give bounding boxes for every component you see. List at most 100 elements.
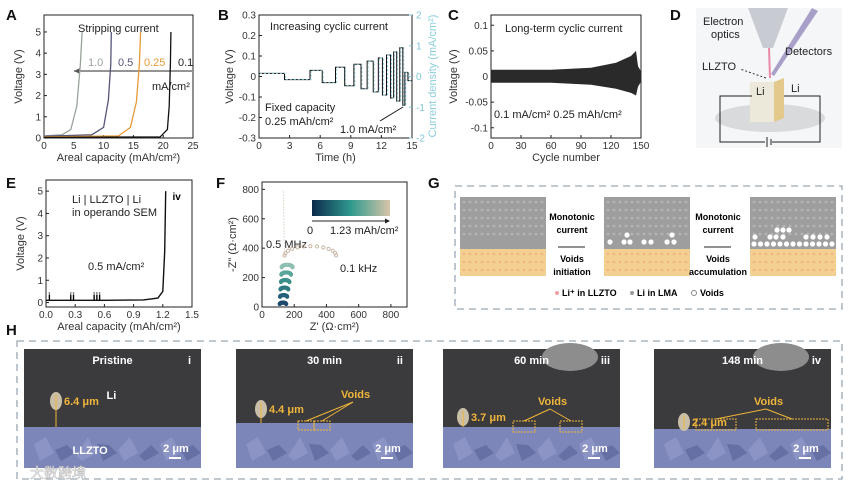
li-atom — [684, 224, 688, 228]
y-tick-label: -0.3 — [239, 134, 257, 145]
li-ion — [806, 268, 810, 272]
y-tick-label: 1 — [37, 276, 43, 287]
x-tick-label: 0.9 — [127, 310, 141, 321]
voids-label: Voids — [341, 389, 370, 401]
grain — [309, 444, 329, 461]
li-atom — [666, 224, 670, 228]
li-ion — [764, 252, 768, 256]
x-tick-label: 0.0 — [39, 310, 53, 321]
li-atom — [812, 224, 816, 228]
voids-label: Voids — [538, 396, 567, 408]
li-ion — [630, 260, 634, 264]
li-atom — [648, 224, 652, 228]
li-ion — [776, 268, 780, 272]
li-ion — [492, 260, 496, 264]
li-atom — [678, 224, 682, 228]
li-atom — [636, 232, 640, 236]
li-ion — [800, 260, 804, 264]
d-detectors-label: Detectors — [785, 46, 833, 58]
x-tick-label: 15 — [406, 141, 418, 152]
li-ion — [666, 260, 670, 264]
li-atom — [624, 200, 628, 204]
circuit-wire-right — [772, 95, 821, 143]
li-atom — [776, 208, 780, 212]
grain — [160, 437, 180, 461]
li-atom — [510, 200, 514, 204]
void-arrow — [765, 408, 793, 420]
li-ion — [654, 260, 658, 264]
li-atom — [504, 216, 508, 220]
colorbar-arrowhead — [385, 218, 390, 224]
li-atom — [534, 208, 538, 212]
nyquist-point — [290, 265, 295, 270]
li-ion — [516, 260, 520, 264]
li-ion — [672, 260, 676, 264]
g-step2-mid: current — [702, 225, 733, 235]
e-note: 0.5 mA/cm² — [88, 261, 145, 273]
scale-bar — [588, 457, 600, 459]
y-axis-label: Voltage (V) — [448, 49, 460, 103]
y-axis-label: Voltage (V) — [15, 216, 27, 270]
li-atom — [516, 224, 520, 228]
llzto-layer — [460, 249, 546, 276]
colorbar — [312, 200, 390, 216]
li-atom — [480, 224, 484, 228]
li-atom — [642, 200, 646, 204]
li-atom — [776, 200, 780, 204]
li-atom — [642, 208, 646, 212]
li-atom — [630, 216, 634, 220]
y-axis-label: Voltage (V) — [13, 49, 25, 103]
li-ion — [606, 268, 610, 272]
x-axis-label: Areal capacity (mAh/cm²) — [57, 321, 180, 333]
li-atom — [612, 208, 616, 212]
grain — [330, 437, 350, 461]
d-optics-label: optics — [711, 29, 740, 41]
li-atom — [636, 208, 640, 212]
void — [627, 239, 633, 245]
y-tick-label: -0.05 — [465, 98, 488, 109]
nyquist-point — [308, 244, 313, 249]
li-atom — [794, 232, 798, 236]
void — [777, 241, 783, 247]
li-atom — [486, 216, 490, 220]
li-atom — [806, 232, 810, 236]
li-ion — [636, 252, 640, 256]
llzto-pointer — [739, 68, 767, 79]
nyquist-point — [288, 272, 294, 277]
li-ion — [534, 268, 538, 272]
a-arrowhead — [74, 68, 80, 74]
li-atom — [618, 216, 622, 220]
void-arrow — [549, 408, 572, 422]
li-ion — [636, 260, 640, 264]
li-ion — [504, 268, 508, 272]
li-ion — [474, 268, 478, 272]
li-atom — [660, 208, 664, 212]
y-tick-label: 0 — [482, 72, 488, 83]
li-atom — [606, 208, 610, 212]
nyquist-point — [295, 245, 300, 250]
li-atom — [474, 216, 478, 220]
li-ion — [824, 268, 828, 272]
li-ion — [818, 268, 822, 272]
grain — [685, 445, 705, 461]
li-ion — [752, 252, 756, 256]
li-atom — [540, 200, 544, 204]
li-ion — [648, 252, 652, 256]
legend-li-ion-icon — [555, 291, 559, 295]
nyquist-point — [287, 279, 292, 285]
x-axis-label: Areal capacity (mAh/cm²) — [57, 152, 180, 164]
li-atom — [540, 208, 544, 212]
panel-label-a: A — [6, 7, 17, 24]
li-atom — [788, 208, 792, 212]
li-atom — [678, 232, 682, 236]
c-note: 0.1 mA/cm² 0.25 mAh/cm² — [494, 109, 622, 121]
sem-roman: ii — [397, 355, 403, 367]
li-atom — [534, 200, 538, 204]
li-atom — [824, 224, 828, 228]
li-atom — [818, 200, 822, 204]
colorbar-max: 1.23 mAh/cm² — [330, 225, 399, 237]
li-ion — [794, 260, 798, 264]
li-atom — [510, 232, 514, 236]
y-tick-label: 0.1 — [242, 52, 256, 63]
